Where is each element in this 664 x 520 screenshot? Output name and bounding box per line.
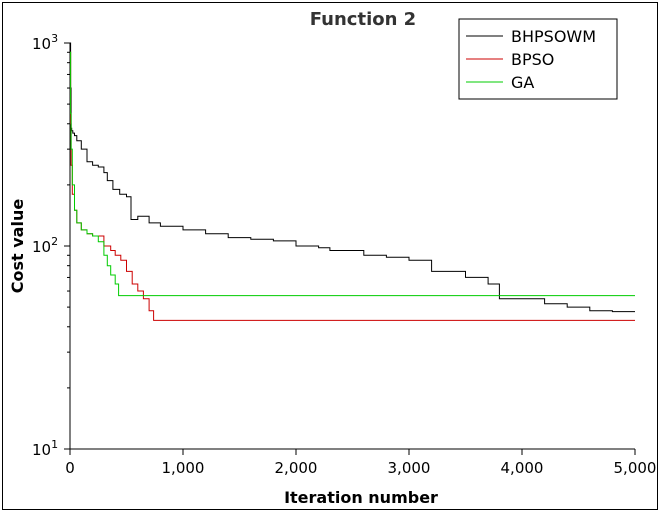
legend: BHPSOWM BPSO GA [458, 18, 618, 100]
x-tick-label: 4,000 [501, 459, 544, 477]
y-ticks: 101 102 103 [32, 32, 70, 459]
y-axis-title: Cost value [8, 199, 27, 294]
x-tick-label: 0 [65, 459, 75, 477]
series-line-ga [70, 51, 635, 297]
y-tick-label: 101 [32, 438, 58, 459]
x-tick-label: 3,000 [388, 459, 431, 477]
y-tick-label: 102 [32, 235, 58, 256]
legend-label-ga: GA [511, 73, 534, 92]
x-tick-label: 5,000 [614, 459, 657, 477]
plot-axes [69, 43, 635, 450]
series-lines [70, 42, 635, 321]
legend-label-bpso: BPSO [511, 50, 554, 69]
chart-frame [2, 2, 658, 510]
chart-title: Function 2 [310, 9, 416, 30]
x-tick-label: 1,000 [162, 459, 205, 477]
y-tick-label: 103 [32, 32, 58, 53]
series-line-bpso [70, 51, 635, 321]
legend-label-bhpsowm: BHPSOWM [511, 27, 596, 46]
x-tick-label: 2,000 [275, 459, 318, 477]
x-ticks: 0 1,000 2,000 3,000 4,000 5,000 [65, 449, 656, 477]
y-minor-ticks [67, 51, 70, 389]
series-line-bhpsowm [70, 42, 635, 313]
x-axis-title: Iteration number [284, 488, 438, 507]
